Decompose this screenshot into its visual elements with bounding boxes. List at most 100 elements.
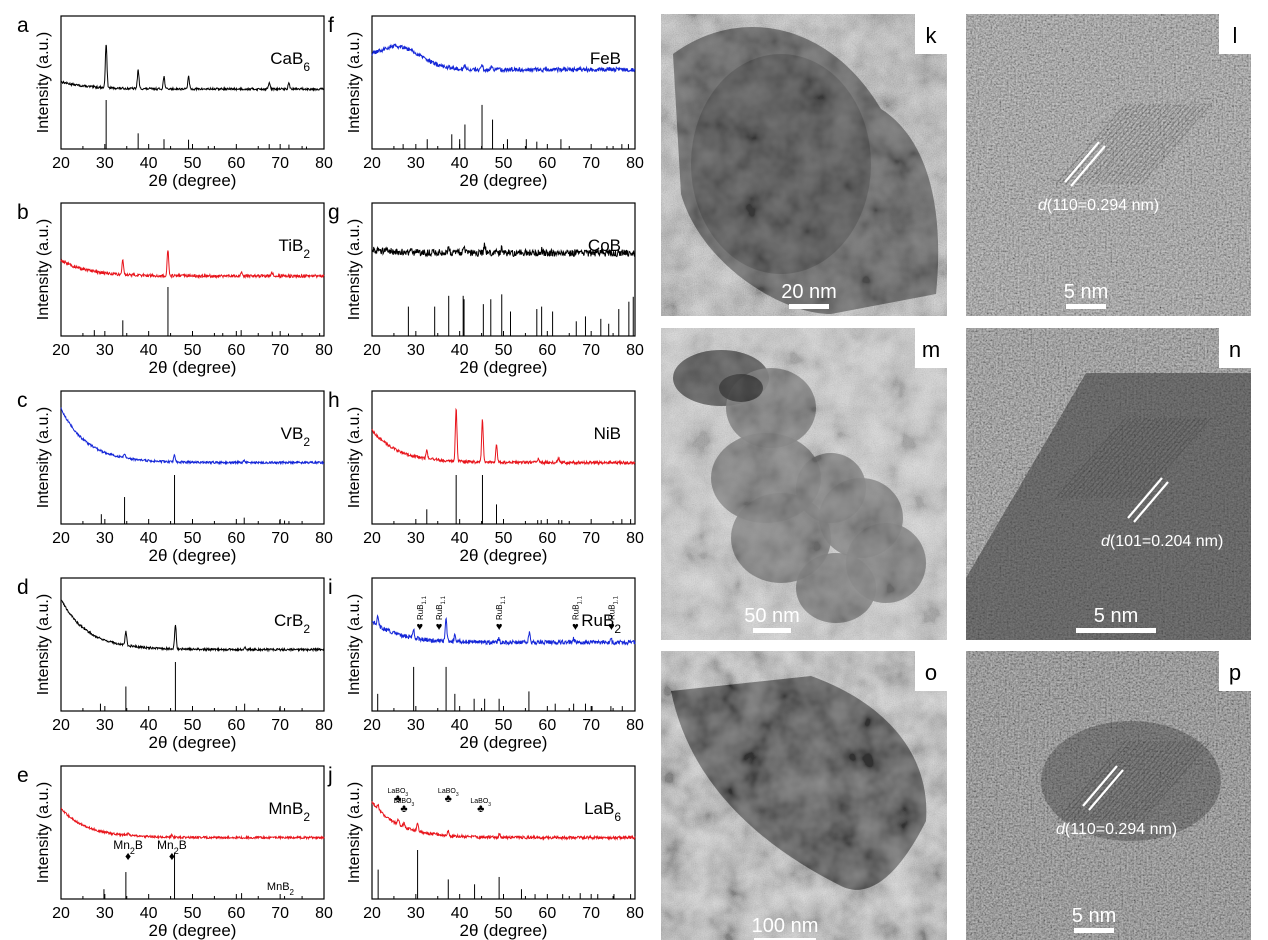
marker-symbol: ♥ <box>572 621 579 633</box>
x-axis-label: 2θ (degree) <box>149 546 237 565</box>
y-axis-label: Intensity (a.u.) <box>346 594 363 695</box>
x-tick-label: 20 <box>52 530 70 547</box>
label-subscript: 6 <box>303 60 310 74</box>
x-tick-label: 50 <box>184 905 202 922</box>
xrd-panel-j: j 20 30 40 50 60 70 80 2θ (degree) Intensity (a.u… <box>327 764 644 940</box>
lattice-spacing-marker: d(110=0.294 nm) <box>1038 141 1159 214</box>
x-axis-label: 2θ (degree) <box>460 546 548 565</box>
plot-frame <box>371 765 636 900</box>
marker-symbol: ♣ <box>394 793 401 805</box>
impurity-marker: ♥RuB1.1 <box>571 595 583 633</box>
panel-letter: a <box>17 14 29 37</box>
x-tick-label: 50 <box>495 342 513 359</box>
lattice-d-value: (110=0.294 nm) <box>1065 821 1177 838</box>
marker-label: RuB1.1 <box>571 595 583 620</box>
material-label: NiB <box>594 424 621 443</box>
xrd-panel-f: f 20 30 40 50 60 70 80 2θ (degree) Intensity (a.u… <box>328 14 644 190</box>
xrd-panel-e: e 20 30 40 50 60 70 80 2θ (degree) Intensity (a.u… <box>17 764 333 940</box>
x-tick-label: 40 <box>451 530 469 547</box>
x-tick-label: 70 <box>582 342 600 359</box>
x-tick-label: 60 <box>538 905 556 922</box>
label-main: Mn <box>113 838 130 852</box>
x-tick-label: 70 <box>271 717 289 734</box>
material-label: RuB2 <box>581 611 621 636</box>
panel-letter: m <box>922 337 940 362</box>
plot-frame <box>371 15 636 150</box>
label-main: CaB <box>270 49 303 68</box>
label-subscript: 2 <box>290 888 295 897</box>
y-axis-label: Intensity (a.u.) <box>346 782 363 883</box>
label-main: VB <box>281 424 304 443</box>
impurity-marker: ♣LaBO3 <box>470 798 491 815</box>
lattice-d-value: (101=0.204 nm) <box>1110 533 1223 550</box>
label-main: NiB <box>594 424 621 443</box>
marker-symbol: ♥ <box>436 621 443 633</box>
x-axis-label: 2θ (degree) <box>149 733 237 752</box>
marker-label: LaBO3 <box>470 798 491 808</box>
x-tick-label: 20 <box>363 530 381 547</box>
label-subscript: 1.1 <box>441 595 447 604</box>
panel-letter: e <box>17 764 29 787</box>
material-label: VB2 <box>281 424 311 449</box>
x-tick-label: 40 <box>451 155 469 172</box>
x-tick-label: 20 <box>363 905 381 922</box>
micrograph <box>661 651 947 940</box>
tem-panel-m: m 50 nm <box>661 328 947 640</box>
x-tick-label: 70 <box>582 530 600 547</box>
material-label: FeB <box>590 49 621 68</box>
label-subscript: 3 <box>488 802 491 808</box>
label-main: Mn <box>157 838 174 852</box>
x-tick-label: 40 <box>451 905 469 922</box>
x-axis-label: 2θ (degree) <box>149 921 237 940</box>
xrd-pattern <box>371 801 636 841</box>
impurity-marker: ♦Mn2B <box>113 838 143 863</box>
y-axis-label: Intensity (a.u.) <box>35 32 52 133</box>
tem-panel-l: l 5 nm d(110=0.294 nm) <box>966 14 1251 316</box>
scale-label: 5 nm <box>1064 281 1108 303</box>
panel-letter-box <box>915 328 947 368</box>
marker-symbol: ♦ <box>169 849 175 863</box>
panel-letter: f <box>328 14 334 37</box>
impurity-marker: ♣LaBO3 <box>388 788 409 805</box>
label-subscript: 2 <box>303 435 310 449</box>
xrd-panel-i: i 20 30 40 50 60 70 80 2θ (degree) Intensity (a.u… <box>328 576 644 752</box>
marker-symbol: ♥ <box>496 621 503 633</box>
y-axis-label: Intensity (a.u.) <box>346 407 363 508</box>
x-tick-label: 60 <box>538 155 556 172</box>
x-tick-label: 40 <box>140 530 158 547</box>
plot-frame <box>60 202 325 337</box>
marker-label: Mn2B <box>113 838 143 856</box>
material-label: CaB6 <box>270 49 310 74</box>
material-label: MnB2 <box>268 799 310 824</box>
x-tick-label: 20 <box>52 905 70 922</box>
x-tick-label: 80 <box>626 342 644 359</box>
xrd-pattern <box>60 599 325 653</box>
x-tick-label: 20 <box>52 155 70 172</box>
lattice-spacing-marker: d(101=0.204 nm) <box>1101 477 1223 550</box>
label-subscript: 1.1 <box>422 595 428 604</box>
x-tick-label: 30 <box>96 905 114 922</box>
label-main: RuB <box>607 604 616 620</box>
x-axis-label: 2θ (degree) <box>149 358 237 377</box>
x-tick-label: 50 <box>495 530 513 547</box>
xrd-panels: a 20 30 40 50 60 70 80 2θ (degree) Intensity (a.u… <box>17 14 644 940</box>
x-tick-label: 30 <box>407 155 425 172</box>
label-main: RuB <box>435 604 444 620</box>
x-tick-label: 30 <box>407 717 425 734</box>
scale-bar <box>754 938 816 940</box>
material-label: CrB2 <box>274 611 310 636</box>
x-tick-label: 40 <box>451 342 469 359</box>
x-tick-label: 60 <box>227 342 245 359</box>
marker-label: LaBO3 <box>394 798 415 808</box>
x-tick-label: 70 <box>582 905 600 922</box>
lattice-spacing-label: d(101=0.204 nm) <box>1101 533 1223 550</box>
tem-panel-n: n 5 nm d(101=0.204 nm) <box>966 328 1251 640</box>
impurity-marker: ♥RuB1.1 <box>416 595 428 633</box>
x-tick-label: 80 <box>315 905 333 922</box>
x-tick-label: 40 <box>140 905 158 922</box>
tem-panel-o: o 100 nm <box>661 651 947 940</box>
panel-letter-box <box>1219 14 1251 54</box>
x-tick-label: 30 <box>96 342 114 359</box>
xrd-panel-h: h 20 30 40 50 60 70 80 2θ (degree) Intensity (a.u… <box>328 389 644 565</box>
